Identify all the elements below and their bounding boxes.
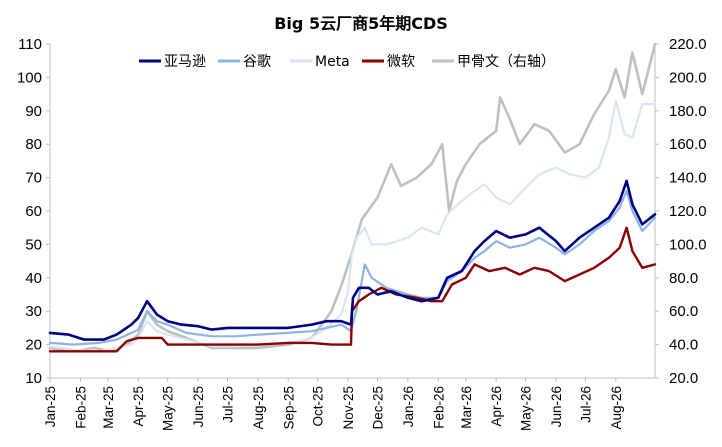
- y-right-tick-label: 180.0: [669, 103, 707, 120]
- x-tick-label: Nov-25: [341, 386, 356, 430]
- legend-label: Meta: [315, 54, 350, 70]
- y-right-tick-label: 20.0: [669, 370, 698, 387]
- legend: 亚马逊 谷歌 Meta 微软 甲骨文（右轴）: [139, 54, 555, 70]
- x-tick-label: Aug-26: [609, 386, 624, 430]
- x-tick-label: Jul-25: [220, 386, 235, 423]
- series-line-3: [48, 226, 657, 353]
- y-left-tick-label: 80: [25, 136, 42, 153]
- legend-label: 谷歌: [243, 54, 271, 70]
- chart-title: Big 5云厂商5年期CDS: [274, 14, 448, 33]
- y-left-tick-label: 110: [18, 36, 42, 53]
- x-tick-label: Mar-26: [459, 386, 474, 429]
- x-tick-label: May-25: [161, 386, 176, 431]
- x-tick-label: Feb-25: [73, 386, 88, 429]
- y-right-tick-label: 140.0: [669, 170, 707, 187]
- x-tick-label: Jul-26: [578, 386, 593, 423]
- y-right-tick-label: 200.0: [669, 69, 707, 86]
- series-line-4: [48, 42, 657, 353]
- y-left-tick-label: 30: [25, 303, 42, 320]
- x-tick-label: Jan-25: [43, 386, 58, 427]
- y-left-tick-label: 40: [25, 270, 42, 287]
- y-left-tick-label: 90: [25, 103, 42, 120]
- y-left-tick-label: 100: [17, 69, 42, 86]
- series-lines: [48, 42, 657, 353]
- y-right-tick-label: 100.0: [669, 236, 707, 253]
- series-line-1: [48, 189, 657, 346]
- y-right-tick-label: 60.0: [669, 303, 698, 320]
- x-tick-label: Apr-25: [131, 386, 146, 427]
- x-tick-label: Apr-26: [489, 386, 504, 427]
- legend-label: 微软: [387, 54, 415, 70]
- x-tick-label: Jan-26: [401, 386, 416, 427]
- x-tick-label: Jun-25: [191, 386, 206, 427]
- y-right-tick-label: 40.0: [669, 337, 698, 354]
- x-tick-label: Jun-26: [549, 386, 564, 427]
- legend-label: 亚马逊: [164, 54, 206, 70]
- legend-label: 甲骨文（右轴）: [457, 54, 555, 70]
- y-right-tick-label: 80.0: [669, 270, 698, 287]
- y-right-tick-label: 160.0: [669, 136, 707, 153]
- x-tick-label: Feb-26: [431, 386, 446, 429]
- y-right-tick-label: 120.0: [669, 203, 707, 220]
- series-line-2: [48, 99, 657, 353]
- y-left-tick-label: 10: [25, 370, 42, 387]
- y-left-tick-label: 50: [25, 236, 42, 253]
- x-tick-label: Oct-25: [311, 386, 326, 427]
- series-line-0: [48, 179, 657, 341]
- axes: 10 20 30 40 50 60 70 80 90 100 110 20.0 40.0 60.0 80.0…: [17, 36, 707, 431]
- x-tick-label: Aug-25: [251, 386, 266, 430]
- x-tick-label: Dec-25: [371, 386, 386, 430]
- x-tick-label: Mar-25: [101, 386, 116, 429]
- y-left-tick-label: 70: [25, 170, 42, 187]
- x-tick-label: Sep-25: [281, 386, 296, 430]
- y-left-tick-label: 20: [25, 337, 42, 354]
- y-right-tick-label: 220.0: [669, 36, 707, 53]
- y-left-tick-label: 60: [25, 203, 42, 220]
- x-tick-label: May-26: [519, 386, 534, 431]
